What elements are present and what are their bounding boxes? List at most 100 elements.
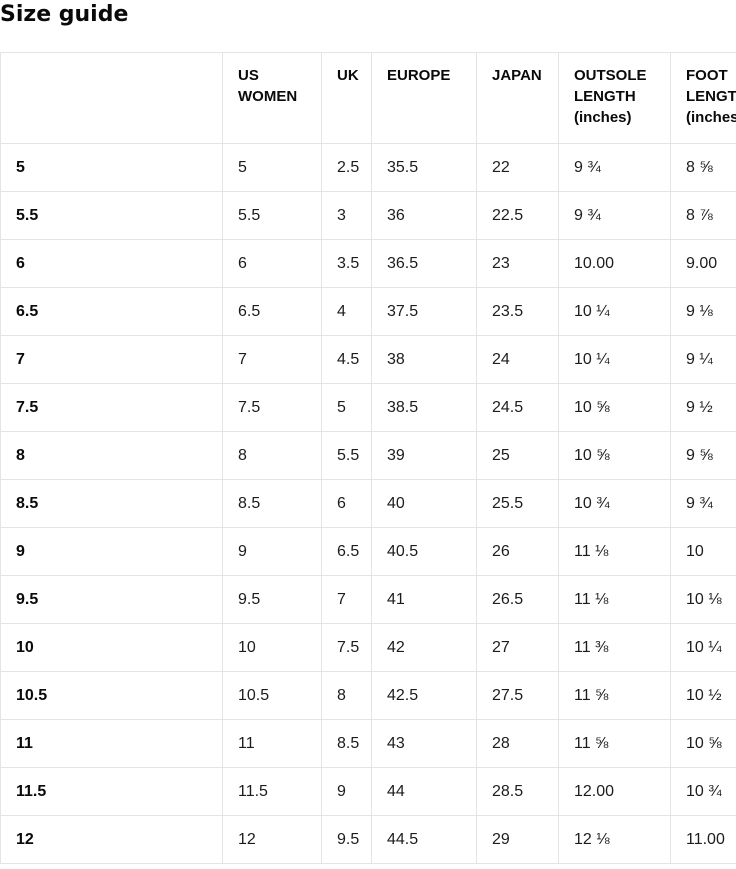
- table-cell: 8 ⅞: [671, 192, 736, 240]
- table-cell: 23.5: [477, 288, 559, 336]
- table-cell: 9 ⅝: [671, 432, 736, 480]
- table-cell: 27: [477, 624, 559, 672]
- table-cell: 42: [372, 624, 477, 672]
- table-cell: 28: [477, 720, 559, 768]
- table-cell: 9.5: [322, 816, 372, 864]
- column-header-japan: JAPAN: [477, 53, 559, 144]
- table-cell: 26: [477, 528, 559, 576]
- table-cell: 3.5: [322, 240, 372, 288]
- table-cell: 29: [477, 816, 559, 864]
- table-cell: 10 ¾: [559, 480, 671, 528]
- table-cell: 4: [322, 288, 372, 336]
- table-cell: 11: [223, 720, 322, 768]
- table-cell: 7.5: [322, 624, 372, 672]
- column-header-foot_length: FOOT LENGTH (inches): [671, 53, 736, 144]
- table-cell: 40.5: [372, 528, 477, 576]
- table-cell: 24: [477, 336, 559, 384]
- table-cell: 10 ⅝: [559, 432, 671, 480]
- table-cell: 5.5: [223, 192, 322, 240]
- table-cell: 12: [223, 816, 322, 864]
- table-cell: 5.5: [322, 432, 372, 480]
- table-cell: 36.5: [372, 240, 477, 288]
- column-header-outsole_length: OUTSOLE LENGTH (inches): [559, 53, 671, 144]
- table-cell: 24.5: [477, 384, 559, 432]
- table-cell: 37.5: [372, 288, 477, 336]
- table-cell: 11.00: [671, 816, 736, 864]
- row-header-cell: 9.5: [1, 576, 223, 624]
- table-cell: 3: [322, 192, 372, 240]
- table-cell: 39: [372, 432, 477, 480]
- table-cell: 41: [372, 576, 477, 624]
- row-header-cell: 5: [1, 144, 223, 192]
- table-cell: 9 ¾: [559, 192, 671, 240]
- table-cell: 38: [372, 336, 477, 384]
- table-cell: 2.5: [322, 144, 372, 192]
- table-cell: 9 ⅛: [671, 288, 736, 336]
- table-cell: 10 ¼: [559, 288, 671, 336]
- table-cell: 4.5: [322, 336, 372, 384]
- table-cell: 5: [223, 144, 322, 192]
- table-cell: 10 ⅝: [671, 720, 736, 768]
- table-cell: 9: [322, 768, 372, 816]
- row-header-cell: 12: [1, 816, 223, 864]
- row-header-cell: 5.5: [1, 192, 223, 240]
- table-cell: 11.5: [223, 768, 322, 816]
- table-cell: 6: [322, 480, 372, 528]
- table-cell: 10 ¼: [671, 624, 736, 672]
- table-cell: 10.5: [223, 672, 322, 720]
- table-cell: 44: [372, 768, 477, 816]
- row-header-cell: 10: [1, 624, 223, 672]
- row-header-cell: 8: [1, 432, 223, 480]
- table-cell: 7: [322, 576, 372, 624]
- table-cell: 11 ⅝: [559, 720, 671, 768]
- table-cell: 6.5: [322, 528, 372, 576]
- table-cell: 10 ⅛: [671, 576, 736, 624]
- table-cell: 43: [372, 720, 477, 768]
- table-cell: 12.00: [559, 768, 671, 816]
- table-cell: 5: [322, 384, 372, 432]
- row-header-cell: 9: [1, 528, 223, 576]
- table-cell: 9 ½: [671, 384, 736, 432]
- table-cell: 38.5: [372, 384, 477, 432]
- column-header-size: [1, 53, 223, 144]
- page-title: Size guide: [0, 2, 736, 28]
- table-cell: 6.5: [223, 288, 322, 336]
- table-cell: 10: [671, 528, 736, 576]
- table-cell: 42.5: [372, 672, 477, 720]
- table-cell: 25: [477, 432, 559, 480]
- table-cell: 9.5: [223, 576, 322, 624]
- row-header-cell: 7.5: [1, 384, 223, 432]
- table-cell: 10 ¼: [559, 336, 671, 384]
- table-cell: 10 ⅝: [559, 384, 671, 432]
- table-cell: 7.5: [223, 384, 322, 432]
- column-header-uk: UK: [322, 53, 372, 144]
- column-header-us_women: US WOMEN: [223, 53, 322, 144]
- row-header-cell: 11: [1, 720, 223, 768]
- table-cell: 9 ¼: [671, 336, 736, 384]
- table-cell: 12 ⅛: [559, 816, 671, 864]
- row-header-cell: 10.5: [1, 672, 223, 720]
- table-cell: 11 ⅛: [559, 528, 671, 576]
- table-cell: 23: [477, 240, 559, 288]
- row-header-cell: 11.5: [1, 768, 223, 816]
- table-cell: 22: [477, 144, 559, 192]
- table-cell: 8: [223, 432, 322, 480]
- row-header-cell: 6: [1, 240, 223, 288]
